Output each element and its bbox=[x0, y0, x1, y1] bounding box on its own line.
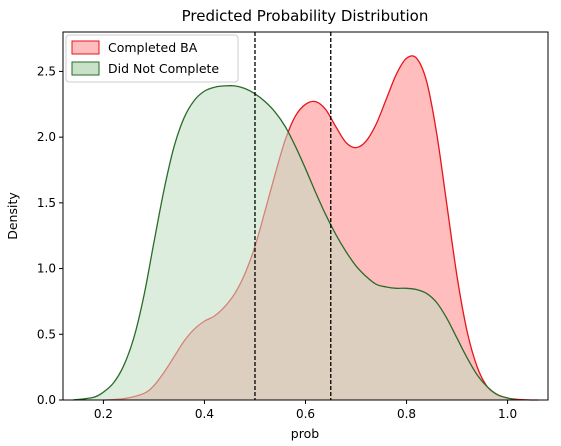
legend: Completed BA Did Not Complete bbox=[65, 34, 239, 83]
x-axis: 0.2 0.4 0.6 0.8 1.0 bbox=[94, 400, 517, 421]
chart-title: Predicted Probability Distribution bbox=[182, 7, 429, 25]
series-did-not-complete-area bbox=[73, 85, 518, 401]
y-tick-label: 1.0 bbox=[37, 262, 56, 276]
legend-box bbox=[65, 34, 239, 83]
x-tick-label: 0.8 bbox=[397, 407, 416, 421]
plot-area bbox=[73, 32, 538, 401]
y-axis: 0.0 0.5 1.0 1.5 2.0 2.5 bbox=[37, 64, 63, 407]
x-tick-label: 1.0 bbox=[498, 407, 517, 421]
x-tick-label: 0.6 bbox=[296, 407, 315, 421]
y-tick-label: 0.0 bbox=[37, 393, 56, 407]
legend-swatch-completed bbox=[71, 40, 100, 55]
x-tick-label: 0.4 bbox=[195, 407, 214, 421]
y-tick-label: 0.5 bbox=[37, 327, 56, 341]
x-axis-label: prob bbox=[291, 426, 319, 441]
y-tick-label: 1.5 bbox=[37, 196, 56, 210]
y-tick-label: 2.5 bbox=[37, 64, 56, 78]
y-tick-label: 2.0 bbox=[37, 130, 56, 144]
legend-label-completed: Completed BA bbox=[108, 40, 198, 55]
series-did-not-complete-line bbox=[73, 84, 518, 401]
legend-swatch-did-not-complete bbox=[71, 61, 100, 76]
y-axis-label: Density bbox=[5, 192, 20, 240]
legend-label-did-not-complete: Did Not Complete bbox=[108, 61, 219, 76]
x-tick-label: 0.2 bbox=[94, 407, 113, 421]
